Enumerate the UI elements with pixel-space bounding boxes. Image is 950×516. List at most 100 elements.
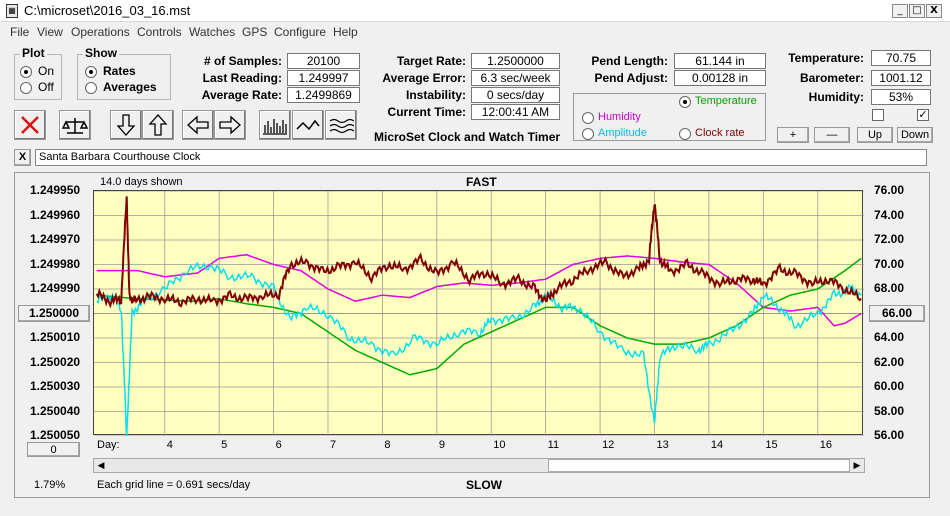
samples-value: 20100: [287, 53, 360, 69]
clock-rate-option-label: Clock rate: [695, 127, 745, 139]
percent-label: 1.79%: [34, 479, 66, 491]
close-button[interactable]: X: [926, 4, 942, 18]
sensor-select-group: [573, 93, 766, 141]
app-name: MicroSet Clock and Watch Timer: [374, 130, 561, 144]
target-rate-label: Target Rate:: [396, 54, 466, 68]
scroll-position-button[interactable]: 0: [27, 442, 80, 457]
maximize-button[interactable]: □: [909, 4, 925, 18]
humidity-value: 53%: [871, 89, 931, 105]
menu-watches[interactable]: Watches: [189, 25, 236, 39]
pend-adjust-label: Pend Adjust:: [594, 71, 668, 85]
x-tick-label: 16: [819, 439, 832, 451]
arrow-left-button[interactable]: [182, 110, 214, 140]
pend-length-value: 61.144 in: [674, 53, 766, 69]
y-left-tick: 1.250020: [30, 354, 81, 369]
plot-on-label: On: [38, 64, 55, 78]
x-tick-label: 8: [384, 439, 391, 451]
last-reading-value: 1.249997: [287, 70, 360, 86]
down-button[interactable]: Down: [897, 127, 933, 143]
x-tick-label: 15: [765, 439, 778, 451]
series-line-amplitude: [96, 261, 862, 437]
plus-button[interactable]: +: [777, 127, 809, 143]
menu-file[interactable]: File: [10, 25, 30, 39]
series-line-clock-rate: [95, 196, 862, 309]
arrow-left-icon: [187, 115, 209, 135]
minimize-button[interactable]: _: [892, 4, 908, 18]
center-rate-button[interactable]: 1.250000: [18, 305, 90, 322]
show-rates-radio[interactable]: [85, 66, 97, 78]
current-time-label: Current Time:: [387, 105, 466, 119]
y-right-tick: 74.00: [874, 207, 905, 222]
show-averages-radio[interactable]: [85, 82, 97, 94]
plot-off-radio[interactable]: [20, 82, 32, 94]
plot-area[interactable]: [93, 190, 864, 437]
y-right-tick: 62.00: [874, 354, 905, 369]
x-tick-label: 6: [275, 439, 282, 451]
y-left-tick: 1.249950: [30, 183, 81, 197]
line-graph-icon: [296, 119, 320, 131]
scroll-right-arrow[interactable]: ▶: [853, 460, 861, 470]
option-checkbox-2[interactable]: ✓: [917, 109, 929, 121]
line-graph-button[interactable]: [292, 110, 324, 140]
barometer-value: 1001.12: [871, 70, 931, 86]
samples-label: # of Samples:: [203, 54, 282, 68]
instability-label: Instability:: [405, 88, 466, 102]
y-right-tick: 64.00: [874, 330, 905, 344]
menu-configure[interactable]: Configure: [274, 25, 327, 39]
y-left-tick: 1.249970: [30, 232, 81, 246]
humidity-label: Humidity:: [808, 90, 864, 104]
amplitude-option-label: Amplitude: [598, 127, 647, 139]
minus-button[interactable]: —: [814, 127, 850, 143]
temperature-value: 70.75: [871, 50, 931, 66]
show-group: [77, 54, 171, 100]
average-rate-value: 1.2499869: [287, 87, 360, 103]
x-tick-label: 10: [493, 439, 506, 451]
stop-button[interactable]: [14, 110, 46, 140]
show-averages-label: Averages: [103, 80, 157, 94]
chart-svg: [94, 190, 864, 437]
humidity-radio[interactable]: [582, 112, 594, 124]
arrow-right-button[interactable]: [214, 110, 246, 140]
arrow-down-button[interactable]: [110, 110, 142, 140]
clock-name-input[interactable]: Santa Barbara Courthouse Clock: [35, 149, 927, 166]
arrow-up-button[interactable]: [142, 110, 174, 140]
app-icon[interactable]: ▦: [6, 4, 18, 18]
menu-view[interactable]: View: [37, 25, 63, 39]
temperature-radio[interactable]: [679, 96, 691, 108]
wave-graph-button[interactable]: [325, 110, 357, 140]
y-left-tick: 1.249980: [30, 256, 81, 271]
red-x-icon: [21, 116, 39, 134]
scroll-left-arrow[interactable]: ◀: [97, 460, 105, 470]
days-shown-label: 14.0 days shown: [100, 176, 183, 188]
menu-gps[interactable]: GPS: [242, 25, 268, 39]
amplitude-radio[interactable]: [582, 128, 594, 140]
center-temp-button[interactable]: 66.00: [869, 305, 925, 322]
clear-clock-button[interactable]: X: [14, 149, 31, 166]
x-tick-label: 7: [329, 439, 337, 451]
y-left-tick: 1.250030: [30, 379, 81, 393]
window-title: C:\microset\2016_03_16.mst: [24, 3, 191, 18]
y-left-tick: 1.250010: [30, 330, 81, 344]
bar-graph-button[interactable]: [259, 110, 291, 140]
clock-rate-radio[interactable]: [679, 128, 691, 140]
balance-button[interactable]: [59, 110, 91, 140]
option-checkbox-1[interactable]: [872, 109, 884, 121]
chart-title-fast: FAST: [466, 175, 497, 189]
menu-help[interactable]: Help: [333, 25, 358, 39]
menu-operations[interactable]: Operations: [71, 25, 130, 39]
humidity-option-label: Humidity: [598, 111, 641, 123]
balance-scale-icon: [62, 118, 88, 134]
up-button[interactable]: Up: [857, 127, 893, 143]
x-tick-label: 11: [547, 439, 560, 451]
plot-off-label: Off: [38, 80, 54, 94]
instability-value: 0 secs/day: [471, 87, 560, 103]
plot-group-title: Plot: [20, 46, 47, 60]
y-left-tick: 1.249960: [30, 207, 81, 222]
y-right-tick: 58.00: [874, 403, 905, 418]
average-error-value: 6.3 sec/week: [471, 70, 560, 86]
scroll-thumb[interactable]: [548, 459, 850, 472]
menu-controls[interactable]: Controls: [137, 25, 182, 39]
grid-note: Each grid line = 0.691 secs/day: [97, 479, 251, 491]
x-tick-label: 12: [602, 439, 615, 451]
plot-on-radio[interactable]: [20, 66, 32, 78]
